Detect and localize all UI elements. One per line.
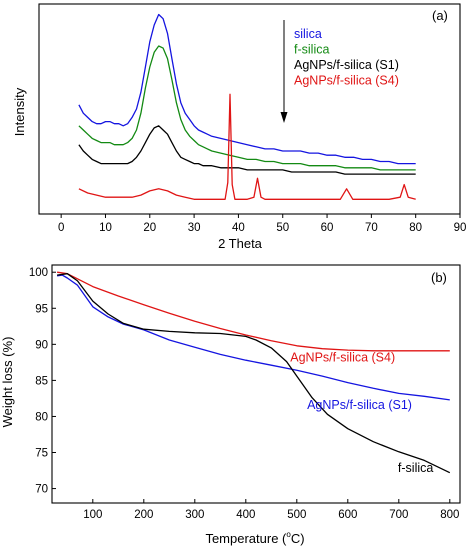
tga-panel: 100 200 300 400 500 600 700 800 70 75 80 85 90 95 100… [0,264,461,546]
tga-series-f-silica [57,273,451,474]
tga-y-tick-label: 100 [29,267,48,279]
xrd-x-ticks: 0 10 20 30 40 50 60 70 80 90 [58,214,466,234]
tga-x-ticks: 100 200 300 400 500 600 700 800 [83,499,459,521]
tga-panel-label: (b) [431,270,447,285]
xrd-x-axis-label: 2 Theta [218,236,263,251]
tga-annotation-f-silica: f-silica [398,461,433,475]
tga-annotation-agnps-f-silica-s4: AgNPs/f-silica (S4) [290,351,395,365]
xrd-legend-entry-agnps-f-silica-s1: AgNPs/f-silica (S1) [294,58,399,72]
xrd-y-axis-label: Intensity [12,87,27,136]
xrd-series-silica [78,13,416,165]
tga-annotations: AgNPs/f-silica (S4) AgNPs/f-silica (S1) f-… [290,351,433,475]
tga-y-tick-label: 90 [35,339,48,351]
tga-y-tick-label: 75 [35,448,48,460]
xrd-x-tick-label: 90 [454,222,467,234]
tga-y-tick-label: 95 [35,303,48,315]
tga-x-tick-label: 400 [236,509,255,521]
xrd-x-tick-label: 20 [143,222,156,234]
tga-x-tick-label: 600 [338,509,357,521]
xrd-series-f-silica [78,45,416,171]
xrd-legend-entry-agnps-f-silica-s4: AgNPs/f-silica (S4) [294,74,399,88]
xrd-x-tick-label: 80 [409,222,422,234]
xrd-curves [78,13,416,200]
tga-x-tick-label: 200 [134,509,153,521]
tga-y-tick-label: 80 [35,411,48,423]
tga-x-tick-label: 800 [440,509,459,521]
tga-x-axis-label: Temperature (oC) [205,530,304,546]
tga-x-tick-label: 500 [287,509,306,521]
tga-y-tick-label: 85 [35,375,48,387]
tga-series-agnps-f-silica-s1 [57,274,450,401]
xrd-legend-entry-silica: silica [294,27,322,41]
xrd-x-tick-label: 0 [58,222,64,234]
xrd-legend-entry-f-silica: f-silica [294,43,329,57]
tga-x-axis-label-unit: C) [291,531,305,546]
xrd-x-tick-label: 50 [276,222,289,234]
xrd-panel: 0 10 20 30 40 50 60 70 80 90 (a) 2 Theta Intensit… [12,3,466,251]
xrd-legend-arrow-head [280,112,288,123]
tga-curves [57,271,451,474]
tga-x-tick-label: 300 [185,509,204,521]
xrd-plot-frame [38,3,461,215]
tga-y-tick-label: 70 [35,484,48,496]
tga-x-axis-label-main: Temperature ( [205,531,287,546]
tga-series-agnps-f-silica-s4 [57,271,450,352]
xrd-x-tick-label: 60 [321,222,334,234]
tga-x-tick-label: 100 [83,509,102,521]
xrd-x-tick-label: 30 [188,222,201,234]
xrd-x-tick-label: 40 [232,222,245,234]
tga-plot-frame [51,264,461,504]
xrd-x-tick-label: 10 [99,222,112,234]
tga-annotation-agnps-f-silica-s1: AgNPs/f-silica (S1) [307,398,412,412]
tga-y-ticks: 70 75 80 85 90 95 100 [29,267,56,496]
xrd-panel-label: (a) [432,8,448,23]
xrd-x-tick-label: 70 [365,222,378,234]
tga-y-axis-label: Weight loss (%) [0,337,15,428]
tga-x-axis-label-degree: o [286,530,291,539]
xrd-series-agnps-f-silica-s1 [78,125,416,175]
xrd-series-agnps-f-silica-s4 [78,93,416,200]
tga-x-tick-label: 700 [389,509,408,521]
